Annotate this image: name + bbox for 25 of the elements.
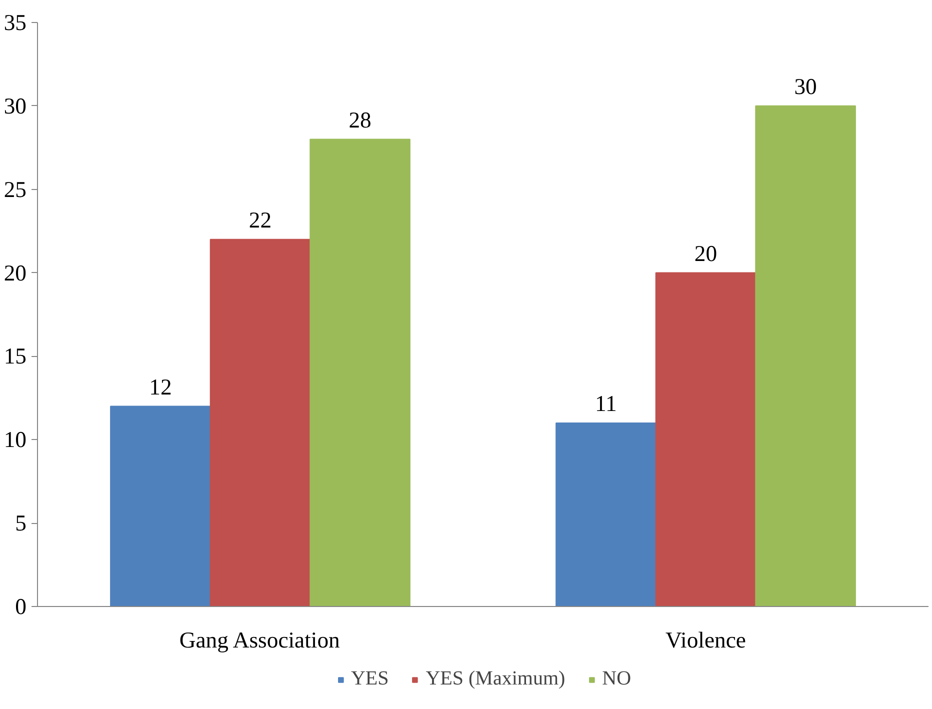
y-tick-label: 35 [4,10,26,35]
legend-label: YES [350,668,389,690]
y-tick-label: 0 [15,594,26,619]
y-tick-label: 10 [4,427,26,452]
bar [310,138,410,606]
x-tick-label: Violence [666,628,746,652]
legend-label: NO [602,668,632,690]
data-label: 12 [149,374,172,400]
bar [210,238,311,606]
data-label: 30 [794,74,817,99]
x-tick-label: Gang Association [179,628,340,652]
data-label: 22 [248,207,272,232]
y-tick-label: 30 [4,93,26,118]
y-tick-label: 20 [4,260,26,286]
bar [556,422,656,606]
data-label: 20 [694,240,718,266]
data-label: 11 [595,390,617,416]
data-label: 28 [348,107,372,132]
y-tick-label: 25 [4,176,26,202]
bar [755,105,856,606]
y-tick-label: 15 [4,344,26,369]
y-tick-label: 5 [15,510,26,536]
bar [110,406,211,606]
bar [655,272,756,606]
legend-label: YES (Maximum) [426,668,566,690]
